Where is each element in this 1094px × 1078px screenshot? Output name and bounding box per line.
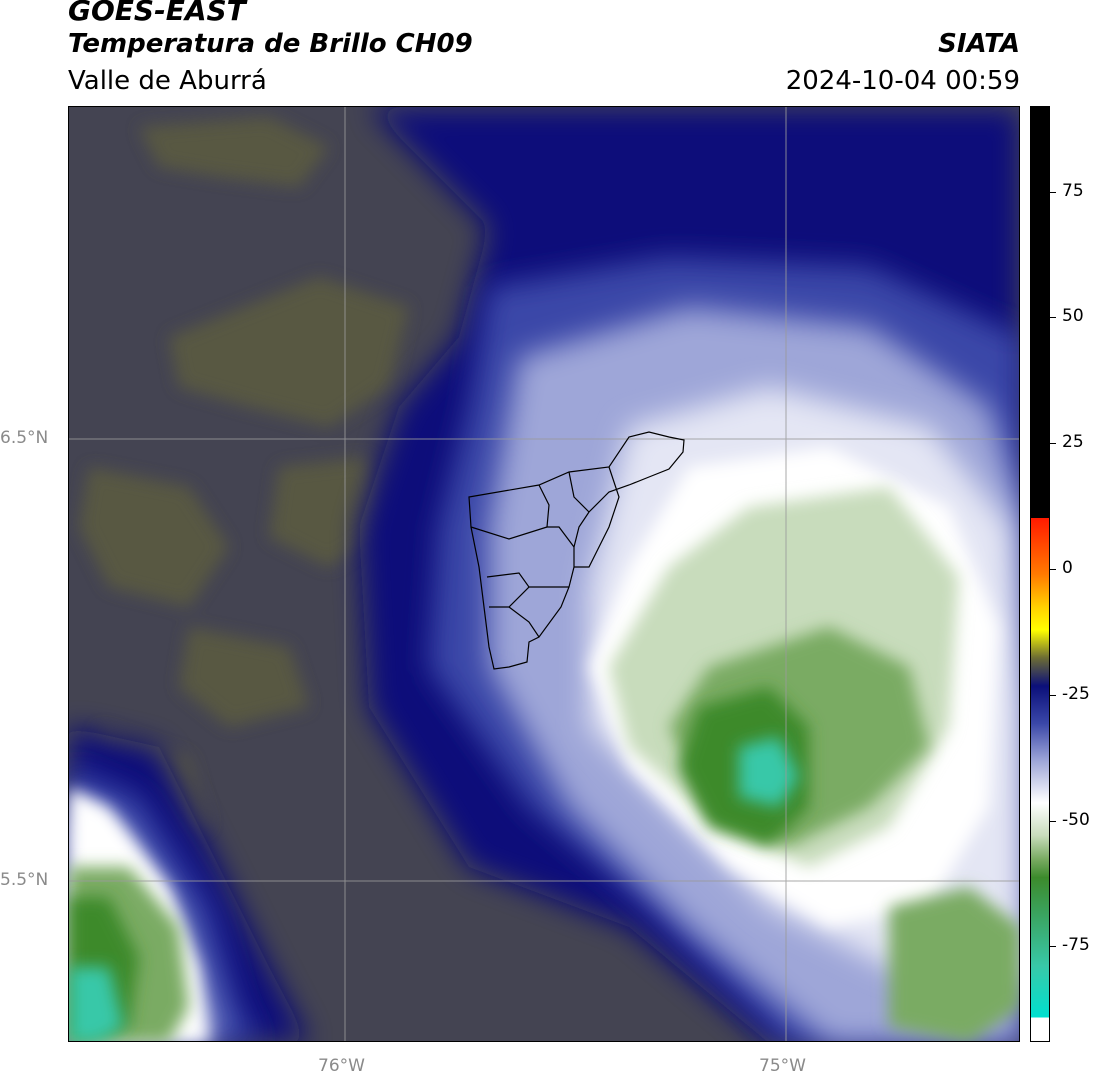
brand-label: SIATA xyxy=(938,29,1020,59)
title-satellite: GOES-EAST xyxy=(68,0,246,27)
satellite-map[interactable] xyxy=(68,106,1020,1042)
map-canvas xyxy=(69,107,1019,1041)
title-product: Temperatura de Brillo CH09 xyxy=(68,29,473,59)
lon-label-76w: 76°W xyxy=(318,1056,365,1076)
colorbar-tick-mark xyxy=(1050,820,1056,822)
lon-label-75w: 75°W xyxy=(759,1056,806,1076)
colorbar-tick-label: -75 xyxy=(1062,935,1090,956)
colorbar-tick-label: 50 xyxy=(1062,306,1084,327)
municipal-boundaries xyxy=(468,431,685,670)
colorbar-tick-mark xyxy=(1050,443,1056,445)
colorbar-tick-label: 25 xyxy=(1062,432,1084,453)
colorbar-tick-mark xyxy=(1050,317,1056,319)
colorbar-tick-mark xyxy=(1050,946,1056,948)
colorbar-tick-mark xyxy=(1050,568,1056,570)
lat-label-5-5n: 5.5°N xyxy=(0,870,49,890)
colorbar-tick-label: -50 xyxy=(1062,809,1090,830)
timestamp: 2024-10-04 00:59 xyxy=(785,66,1020,96)
colorbar-tick-mark xyxy=(1050,694,1056,696)
subtitle-region: Valle de Aburrá xyxy=(68,66,267,96)
colorbar-tick-label: -25 xyxy=(1062,683,1090,704)
lat-label-6-5n: 6.5°N xyxy=(0,428,49,448)
colorbar-tick-mark xyxy=(1050,191,1056,193)
colorbar-tick-label: 0 xyxy=(1062,557,1073,578)
colorbar xyxy=(1030,106,1050,1042)
colorbar-tick-label: 75 xyxy=(1062,180,1084,201)
